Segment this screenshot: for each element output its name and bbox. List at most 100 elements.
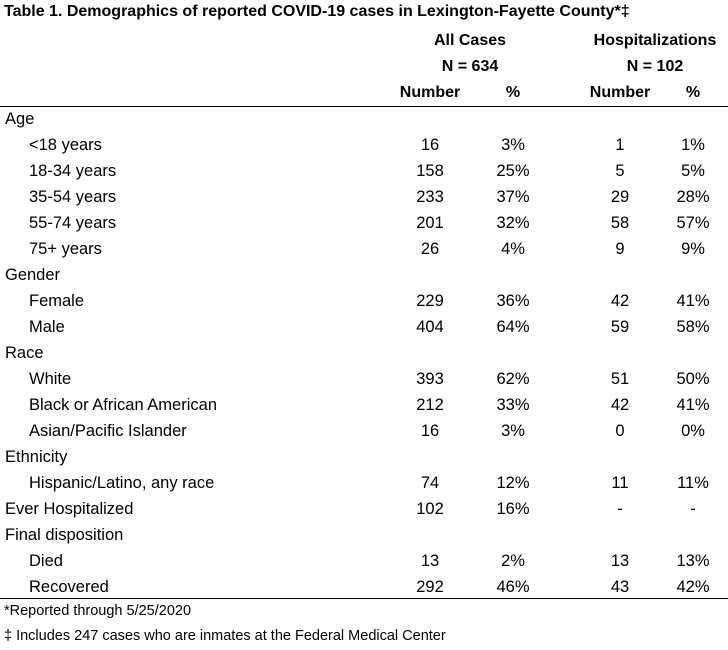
cell-number: 233	[416, 188, 444, 206]
row-label: Final disposition	[5, 526, 124, 544]
cell-number: 51	[610, 370, 630, 388]
table-row: 18-34 years 158 25% 5 5%	[0, 159, 728, 185]
table-row: Asian/Pacific Islander 16 3% 0 0%	[0, 419, 728, 445]
cell-percent: 32%	[496, 214, 530, 232]
cell-percent: 2%	[501, 552, 525, 570]
table-row: Recovered 292 46% 43 42%	[0, 575, 728, 601]
table-row: Female 229 36% 42 41%	[0, 289, 728, 315]
table-row: 55-74 years 201 32% 58 57%	[0, 211, 728, 237]
cell-number: 393	[416, 370, 444, 388]
col-header-percent: %	[505, 84, 521, 101]
row-label: Age	[5, 110, 35, 128]
header-rule	[0, 106, 728, 107]
group-n-hospitalizations: N = 102	[626, 58, 684, 75]
cell-percent: 57%	[676, 214, 710, 232]
col-header-number: Number	[589, 84, 651, 101]
cell-number: 1	[615, 136, 625, 154]
table-row: 35-54 years 233 37% 29 28%	[0, 185, 728, 211]
cell-number: 212	[416, 396, 444, 414]
cell-percent: 1%	[681, 136, 705, 154]
cell-percent: -	[690, 500, 696, 518]
table-row: Ever Hospitalized 102 16% - -	[0, 497, 728, 523]
row-label: Ethnicity	[5, 448, 68, 466]
cell-number: 16	[420, 422, 440, 440]
table-row: White 393 62% 51 50%	[0, 367, 728, 393]
col-header-number: Number	[399, 84, 461, 101]
cell-percent: 12%	[496, 474, 530, 492]
cell-percent: 36%	[496, 292, 530, 310]
row-label: <18 years	[29, 136, 102, 154]
cell-number: 26	[420, 240, 440, 258]
col-header-percent: %	[685, 84, 701, 101]
row-label: Male	[29, 318, 65, 336]
cell-percent: 42%	[676, 578, 710, 596]
cell-percent: 62%	[496, 370, 530, 388]
section-row: Ethnicity	[0, 445, 728, 471]
cell-number: 292	[416, 578, 444, 596]
cell-number: 404	[416, 318, 444, 336]
group-n-all-cases: N = 634	[441, 58, 499, 75]
row-label: 55-74 years	[29, 214, 117, 232]
section-row: Race	[0, 341, 728, 367]
section-row: Final disposition	[0, 523, 728, 549]
cell-number: -	[617, 500, 623, 518]
row-label: Asian/Pacific Islander	[29, 422, 187, 440]
row-label: Hispanic/Latino, any race	[29, 474, 215, 492]
row-label: White	[29, 370, 72, 388]
group-header-all-cases: All Cases	[433, 32, 507, 49]
cell-percent: 33%	[496, 396, 530, 414]
cell-percent: 3%	[501, 422, 525, 440]
table-row: Died 13 2% 13 13%	[0, 549, 728, 575]
cell-percent: 3%	[501, 136, 525, 154]
cell-number: 201	[416, 214, 444, 232]
cell-percent: 13%	[676, 552, 710, 570]
cell-percent: 58%	[676, 318, 710, 336]
row-label: 18-34 years	[29, 162, 117, 180]
cell-number: 42	[610, 396, 630, 414]
cell-percent: 5%	[681, 162, 705, 180]
cell-number: 11	[611, 474, 629, 492]
row-label: 75+ years	[29, 240, 102, 258]
footnote: ‡ Includes 247 cases who are inmates at …	[4, 628, 446, 644]
cell-number: 29	[610, 188, 630, 206]
cell-percent: 41%	[676, 292, 710, 310]
cell-number: 9	[615, 240, 625, 258]
table-title: Table 1. Demographics of reported COVID-…	[4, 3, 630, 20]
table-row: Hispanic/Latino, any race 74 12% 11 11%	[0, 471, 728, 497]
cell-percent: 46%	[496, 578, 530, 596]
section-row: Gender	[0, 263, 728, 289]
cell-percent: 50%	[676, 370, 710, 388]
cell-number: 0	[615, 422, 625, 440]
row-label: 35-54 years	[29, 188, 117, 206]
row-label: Died	[29, 552, 63, 570]
cell-percent: 4%	[501, 240, 525, 258]
cell-percent: 11%	[677, 474, 709, 492]
row-label: Black or African American	[29, 396, 217, 414]
cell-number: 13	[420, 552, 440, 570]
cell-percent: 41%	[676, 396, 710, 414]
cell-number: 13	[610, 552, 630, 570]
cell-percent: 25%	[496, 162, 530, 180]
cell-number: 59	[610, 318, 630, 336]
row-label: Gender	[5, 266, 61, 284]
cell-percent: 64%	[496, 318, 530, 336]
cell-number: 58	[610, 214, 630, 232]
row-label: Recovered	[29, 578, 109, 596]
cell-percent: 28%	[676, 188, 710, 206]
cell-percent: 37%	[496, 188, 530, 206]
table-row: <18 years 16 3% 1 1%	[0, 133, 728, 159]
section-row: Age	[0, 107, 728, 133]
cell-percent: 16%	[496, 500, 530, 518]
cell-number: 42	[610, 292, 630, 310]
cell-number: 74	[420, 474, 440, 492]
table-row: 75+ years 26 4% 9 9%	[0, 237, 728, 263]
cell-number: 102	[416, 500, 444, 518]
cell-number: 5	[615, 162, 625, 180]
footnote: *Reported through 5/25/2020	[4, 603, 192, 619]
cell-percent: 0%	[681, 422, 705, 440]
table-row: Black or African American 212 33% 42 41%	[0, 393, 728, 419]
row-label: Female	[29, 292, 85, 310]
cell-percent: 9%	[681, 240, 705, 258]
cell-number: 158	[416, 162, 444, 180]
table-row: Male 404 64% 59 58%	[0, 315, 728, 341]
